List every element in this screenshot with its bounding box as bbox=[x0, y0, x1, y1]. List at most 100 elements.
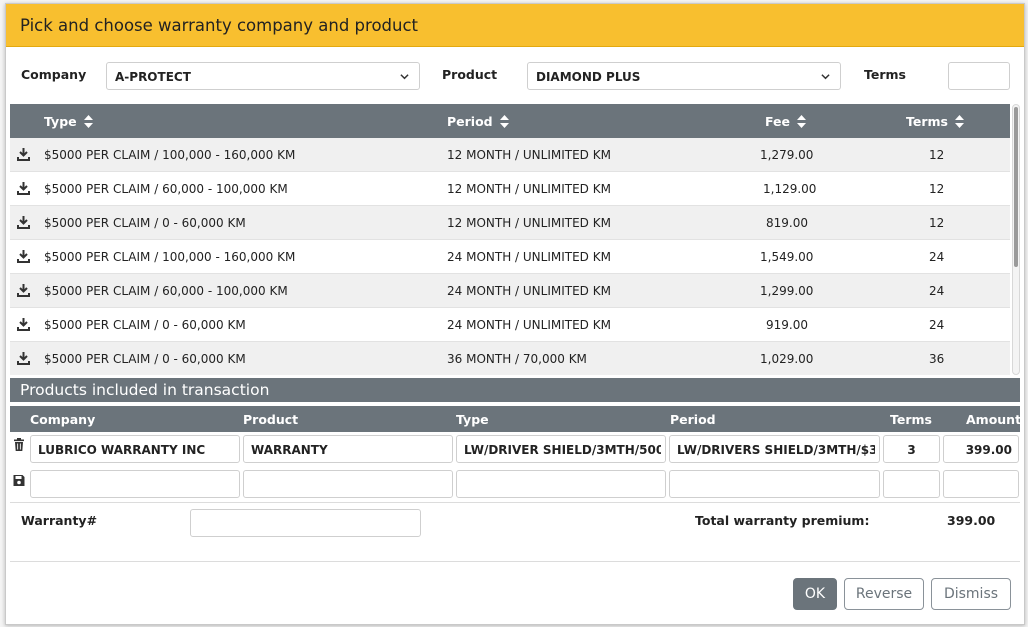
col-fee-label: Fee bbox=[765, 114, 790, 129]
grid-row[interactable]: $5000 PER CLAIM / 100,000 - 160,000 KM 2… bbox=[10, 240, 1010, 274]
new-company-field[interactable] bbox=[30, 470, 240, 498]
included-period-field[interactable]: LW/DRIVERS SHIELD/3MTH/$30 bbox=[669, 435, 880, 463]
download-icon[interactable] bbox=[17, 181, 30, 195]
divider bbox=[10, 561, 1020, 562]
included-product-value: WARRANTY bbox=[251, 443, 328, 457]
new-product-field[interactable] bbox=[243, 470, 453, 498]
row-type: $5000 PER CLAIM / 0 - 60,000 KM bbox=[44, 216, 246, 230]
download-icon[interactable] bbox=[17, 317, 30, 331]
row-terms: 36 bbox=[929, 352, 945, 366]
row-type: $5000 PER CLAIM / 0 - 60,000 KM bbox=[44, 318, 246, 332]
row-fee: 819.00 bbox=[766, 216, 808, 230]
row-fee: 1,549.00 bbox=[760, 250, 814, 264]
grid-row[interactable]: $5000 PER CLAIM / 60,000 - 100,000 KM 12… bbox=[10, 172, 1010, 206]
row-period: 12 MONTH / UNLIMITED KM bbox=[447, 182, 611, 196]
company-select-value: A-PROTECT bbox=[115, 70, 191, 84]
grid-row[interactable]: $5000 PER CLAIM / 0 - 60,000 KM 36 MONTH… bbox=[10, 342, 1010, 375]
grid-row[interactable]: $5000 PER CLAIM / 60,000 - 100,000 KM 24… bbox=[10, 274, 1010, 308]
sort-icon bbox=[797, 115, 806, 128]
grid-scrollbar[interactable] bbox=[1012, 104, 1020, 375]
new-period-field[interactable] bbox=[669, 470, 880, 498]
row-terms: 12 bbox=[929, 216, 945, 230]
download-icon[interactable] bbox=[17, 283, 30, 297]
col-fee-header[interactable]: Fee bbox=[765, 114, 806, 129]
included-terms-field[interactable]: 3 bbox=[883, 435, 940, 463]
row-period: 24 MONTH / UNLIMITED KM bbox=[447, 250, 611, 264]
row-type: $5000 PER CLAIM / 0 - 60,000 KM bbox=[44, 352, 246, 366]
terms-label: Terms bbox=[864, 67, 906, 82]
included-col-company: Company bbox=[30, 412, 96, 427]
included-col-period: Period bbox=[670, 412, 716, 427]
row-type: $5000 PER CLAIM / 60,000 - 100,000 KM bbox=[44, 284, 288, 298]
col-terms-header[interactable]: Terms bbox=[906, 114, 964, 129]
row-terms: 12 bbox=[929, 148, 945, 162]
new-amount-field[interactable] bbox=[943, 470, 1019, 498]
row-terms: 24 bbox=[929, 284, 945, 298]
row-terms: 12 bbox=[929, 182, 945, 196]
reverse-button[interactable]: Reverse bbox=[844, 578, 924, 610]
product-select[interactable]: DIAMOND PLUS bbox=[527, 62, 841, 90]
ok-button[interactable]: OK bbox=[793, 578, 837, 610]
grid-row[interactable]: $5000 PER CLAIM / 0 - 60,000 KM 12 MONTH… bbox=[10, 206, 1010, 240]
chevron-down-icon bbox=[400, 74, 409, 80]
product-select-value: DIAMOND PLUS bbox=[536, 70, 641, 84]
sort-icon bbox=[954, 115, 964, 128]
row-period: 24 MONTH / UNLIMITED KM bbox=[447, 318, 611, 332]
dismiss-button[interactable]: Dismiss bbox=[931, 578, 1011, 610]
row-fee: 919.00 bbox=[766, 318, 808, 332]
new-terms-field[interactable] bbox=[883, 470, 940, 498]
included-col-product: Product bbox=[243, 412, 299, 427]
included-amount-field[interactable]: 399.00 bbox=[943, 435, 1019, 463]
row-period: 12 MONTH / UNLIMITED KM bbox=[447, 216, 611, 230]
included-type-value: LW/DRIVER SHIELD/3MTH/5000 bbox=[464, 443, 661, 457]
included-table-header: Company Product Type Period Terms Amount bbox=[10, 406, 1021, 432]
col-period-header[interactable]: Period bbox=[447, 114, 509, 129]
dialog-header: Pick and choose warranty company and pro… bbox=[6, 4, 1024, 47]
new-type-field[interactable] bbox=[456, 470, 666, 498]
grid-header: Type Period Fee Terms bbox=[10, 104, 1010, 138]
row-terms: 24 bbox=[929, 250, 945, 264]
download-icon[interactable] bbox=[17, 215, 30, 229]
save-icon[interactable] bbox=[13, 474, 25, 487]
included-period-value: LW/DRIVERS SHIELD/3MTH/$30 bbox=[677, 443, 875, 457]
included-type-field[interactable]: LW/DRIVER SHIELD/3MTH/5000 bbox=[456, 435, 666, 463]
sort-icon bbox=[499, 115, 509, 128]
warranty-number-input[interactable] bbox=[190, 509, 421, 537]
row-fee: 1,299.00 bbox=[760, 284, 814, 298]
row-type: $5000 PER CLAIM / 60,000 - 100,000 KM bbox=[44, 182, 288, 196]
product-label: Product bbox=[442, 67, 498, 82]
company-label: Company bbox=[21, 67, 87, 82]
warranty-number-label: Warranty# bbox=[21, 513, 98, 528]
divider bbox=[10, 502, 1020, 503]
included-product-field[interactable]: WARRANTY bbox=[243, 435, 453, 463]
chevron-down-icon bbox=[821, 74, 830, 80]
grid-row[interactable]: $5000 PER CLAIM / 100,000 - 160,000 KM 1… bbox=[10, 138, 1010, 172]
col-period-label: Period bbox=[447, 114, 493, 129]
included-company-field[interactable]: LUBRICO WARRANTY INC bbox=[30, 435, 240, 463]
included-section-title: Products included in transaction bbox=[20, 381, 270, 399]
row-fee: 1,029.00 bbox=[760, 352, 814, 366]
row-period: 24 MONTH / UNLIMITED KM bbox=[447, 284, 611, 298]
grid-scroll-thumb[interactable] bbox=[1014, 107, 1018, 267]
download-icon[interactable] bbox=[17, 147, 30, 161]
row-fee: 1,129.00 bbox=[763, 182, 817, 196]
warranty-dialog: Pick and choose warranty company and pro… bbox=[5, 3, 1025, 625]
col-type-label: Type bbox=[44, 114, 77, 129]
row-fee: 1,279.00 bbox=[760, 148, 814, 162]
trash-icon[interactable] bbox=[13, 438, 25, 451]
row-terms: 24 bbox=[929, 318, 945, 332]
company-select[interactable]: A-PROTECT bbox=[106, 62, 420, 90]
warranty-grid: Type Period Fee Terms $5000 PER CLAIM / … bbox=[10, 104, 1010, 375]
download-icon[interactable] bbox=[17, 351, 30, 365]
col-type-header[interactable]: Type bbox=[44, 114, 93, 129]
col-terms-label: Terms bbox=[906, 114, 948, 129]
download-icon[interactable] bbox=[17, 249, 30, 263]
row-type: $5000 PER CLAIM / 100,000 - 160,000 KM bbox=[44, 250, 296, 264]
total-premium-label: Total warranty premium: bbox=[695, 513, 870, 528]
sort-icon bbox=[83, 115, 93, 128]
row-period: 12 MONTH / UNLIMITED KM bbox=[447, 148, 611, 162]
terms-input[interactable] bbox=[948, 62, 1010, 90]
grid-row[interactable]: $5000 PER CLAIM / 0 - 60,000 KM 24 MONTH… bbox=[10, 308, 1010, 342]
row-type: $5000 PER CLAIM / 100,000 - 160,000 KM bbox=[44, 148, 296, 162]
row-period: 36 MONTH / 70,000 KM bbox=[447, 352, 587, 366]
